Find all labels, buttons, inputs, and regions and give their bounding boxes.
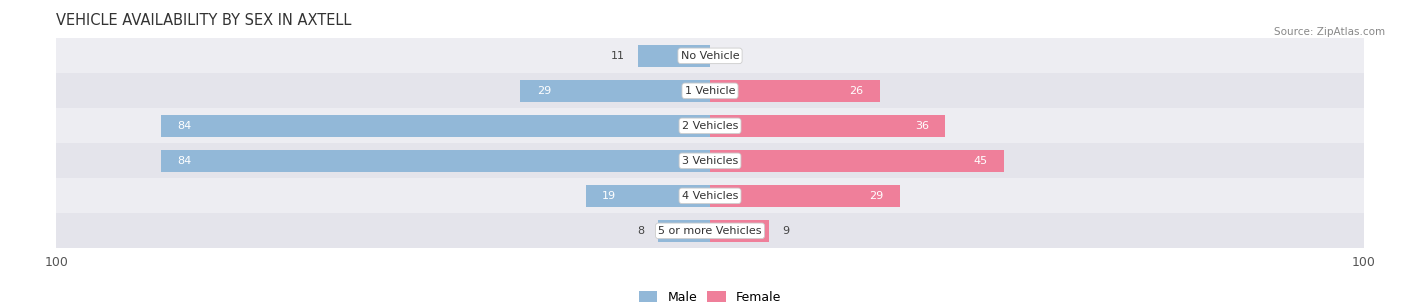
Bar: [56, 178, 1364, 213]
Bar: [710, 150, 1004, 172]
Text: 1 Vehicle: 1 Vehicle: [685, 86, 735, 96]
Bar: [160, 115, 710, 137]
Bar: [56, 73, 1364, 108]
Bar: [160, 150, 710, 172]
Text: 84: 84: [177, 156, 191, 166]
Bar: [586, 185, 710, 207]
Bar: [638, 45, 710, 67]
Text: 4 Vehicles: 4 Vehicles: [682, 191, 738, 201]
Bar: [710, 115, 945, 137]
Bar: [56, 143, 1364, 178]
Text: VEHICLE AVAILABILITY BY SEX IN AXTELL: VEHICLE AVAILABILITY BY SEX IN AXTELL: [56, 13, 352, 28]
Text: 29: 29: [869, 191, 883, 201]
Bar: [56, 108, 1364, 143]
Text: Source: ZipAtlas.com: Source: ZipAtlas.com: [1274, 27, 1385, 38]
Bar: [56, 38, 1364, 73]
Text: 29: 29: [537, 86, 551, 96]
Text: 45: 45: [974, 156, 988, 166]
Legend: Male, Female: Male, Female: [638, 291, 782, 304]
Bar: [520, 80, 710, 102]
Text: No Vehicle: No Vehicle: [681, 51, 740, 61]
Text: 8: 8: [637, 226, 644, 236]
Bar: [56, 214, 1364, 248]
Bar: [658, 220, 710, 242]
Text: 9: 9: [782, 226, 789, 236]
Text: 11: 11: [612, 51, 626, 61]
Text: 36: 36: [915, 121, 929, 131]
Text: 84: 84: [177, 121, 191, 131]
Text: 5 or more Vehicles: 5 or more Vehicles: [658, 226, 762, 236]
Bar: [710, 80, 880, 102]
Bar: [710, 185, 900, 207]
Text: 3 Vehicles: 3 Vehicles: [682, 156, 738, 166]
Text: 26: 26: [849, 86, 863, 96]
Text: 0: 0: [723, 51, 730, 61]
Text: 19: 19: [602, 191, 616, 201]
Bar: [710, 220, 769, 242]
Text: 2 Vehicles: 2 Vehicles: [682, 121, 738, 131]
